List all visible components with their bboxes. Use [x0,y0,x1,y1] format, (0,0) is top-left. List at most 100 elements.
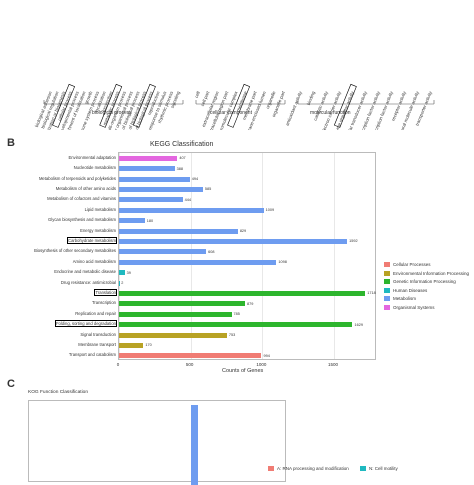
y-tick-label: Lipid metabolism [84,206,116,212]
bar [119,301,245,307]
go-panel: biological process cellular component mole… [27,83,435,130]
x-tick-label: 1000 [256,362,267,367]
bar [119,322,353,328]
y-tick-label: Endocrine and metabolic disease [54,269,116,275]
kog-title: KOG Function Classification [28,390,88,395]
data-label: 608 [208,249,215,254]
y-tick-label: Carbohydrate metabolism [66,236,118,245]
y-tick-label: Environmental adaptation [68,154,117,160]
bar [119,218,145,224]
gridline [334,153,335,359]
y-tick-label: Replication and repair [75,310,116,316]
kog-legend-a: A: RNA processing and modification [268,466,349,471]
bar [119,228,238,234]
bar [119,197,183,203]
bar [119,342,144,348]
data-label: 1629 [354,322,363,327]
y-tick-label: Transport and catabolism [68,352,116,358]
y-tick-label: Energy metabolism [80,227,116,233]
data-label: 994 [263,353,270,358]
highlight-box [227,83,251,128]
highlight-box [133,83,156,128]
go-section-label: molecular function [310,110,351,116]
highlight-box [99,83,123,128]
data-label: 444 [184,197,191,202]
legend-item: Cellular Processes [384,262,431,267]
highlight-box [52,83,75,128]
kog-plot-area [28,400,286,485]
kegg-plot-area: 407 388 494 585 444 1009 180 829 1592 608 1098 39 2 1… [118,152,376,360]
kog-bar [191,405,198,485]
data-label: 388 [176,166,183,171]
y-tick-label: Nucleotide metabolism [73,165,116,171]
legend-item: Organismal Systems [384,305,435,310]
bar [119,353,262,359]
kog-legend-n-swatch [360,466,366,471]
y-tick-label: Folding, sorting and degradation [54,319,118,328]
data-label: 1009 [265,208,275,213]
data-label: 585 [204,187,212,192]
go-category-label: cell part [200,90,211,107]
data-label: 785 [233,312,240,317]
legend-label: Genetic Information Processing [393,279,456,285]
y-tick-label: Signal transduction [80,331,116,337]
y-tick-label: Drug resistance: antimicrobial [60,279,116,285]
legend-swatch [384,296,390,302]
bar [119,238,348,244]
data-label: 180 [146,218,154,223]
legend-swatch [384,270,390,276]
data-label: 829 [239,229,247,233]
bar [119,155,178,161]
gridline [262,153,263,359]
kog-legend-n-label: N: Cell motility [369,466,398,471]
x-axis-label: Counts of Genes [222,368,264,374]
data-label: 1098 [278,260,287,265]
data-label: 170 [145,343,152,348]
bar [119,280,120,286]
bar [119,207,264,213]
x-tick-label: 500 [185,362,194,367]
legend-label: Human Diseases [393,287,428,293]
x-tick-label: 1500 [327,362,339,367]
y-tick-label: Metabolism of other amino acids [55,185,116,191]
bar [119,186,203,192]
legend-label: Metabolism [393,296,417,302]
kog-legend-n: N: Cell motility [360,466,398,471]
kog-legend-a-swatch [268,466,274,471]
bar [119,270,125,276]
data-label: 1718 [367,291,376,296]
y-tick-label: Amino acid metabolism [72,258,116,264]
highlight-box [333,83,357,128]
legend-swatch [384,279,390,285]
y-tick-label: Metabolism of terpenoids and polyketides [38,175,116,181]
data-label: 1592 [349,239,358,244]
y-tick-label: Transcription [91,300,116,306]
y-tick-label: Biosynthesis of other secondary metaboli… [34,248,116,254]
y-tick-label: Translation [93,288,118,297]
legend-item: Genetic Information Processing [384,279,456,285]
bar [119,166,175,172]
data-label: 494 [191,177,199,181]
bar [119,332,227,338]
legend-item: Human Diseases [384,287,428,293]
legend-swatch [384,287,390,293]
data-label: 753 [228,333,236,337]
data-label: 407 [179,156,186,161]
bar [119,311,232,317]
go-category-label: growth [84,90,94,105]
x-tick-label: 0 [116,362,120,367]
data-label: 879 [246,301,254,306]
legend-item: Environmental Information Processing [384,270,469,276]
panel-letter-b: B [7,137,15,149]
bar [119,290,366,296]
legend-item: Metabolism [384,296,417,302]
go-category-label: organelle [265,90,277,110]
data-label: 2 [121,281,124,285]
go-section-label: cellular component [210,110,253,116]
data-label: 39 [126,270,131,275]
go-category-label: signaling [170,90,181,109]
bar [119,176,190,182]
y-tick-label: Metabolism of cofactors and vitamins [47,196,116,202]
gridline [190,153,192,359]
go-category-label: cell [194,91,201,99]
